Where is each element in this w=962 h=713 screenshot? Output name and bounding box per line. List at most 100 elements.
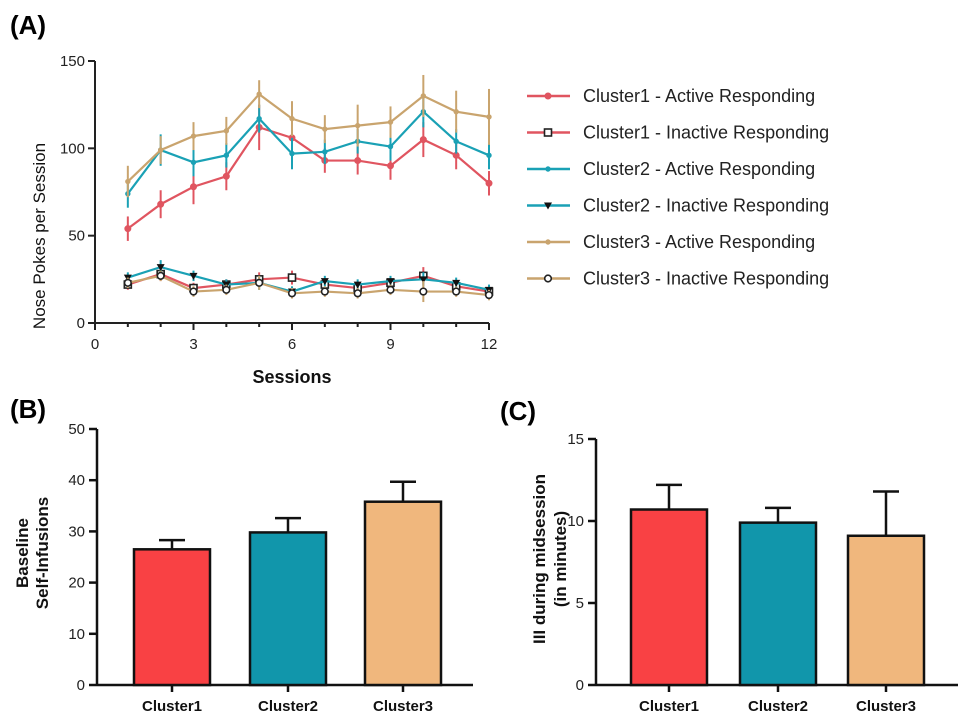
bar (363, 500, 443, 687)
legend-marker (543, 274, 553, 283)
category-label: Cluster1 (639, 698, 699, 713)
legend-marker (544, 202, 552, 210)
data-point (353, 281, 362, 289)
panel-b-y-tick-label: 50 (68, 421, 85, 438)
data-point (353, 289, 362, 298)
panel-a-y-tick-label: 50 (68, 228, 85, 245)
data-point (485, 179, 493, 187)
data-point (386, 278, 395, 286)
panel-c-y-tick-label: 0 (576, 677, 584, 694)
series-line (127, 126, 490, 230)
panel-a-axes: 0 50 100 150 0 3 6 9 12 (60, 53, 497, 353)
panel-a-line-chart: 0 50 100 150 0 3 6 9 12 Nose Pokes per Session S… (30, 53, 829, 387)
category-label: Cluster3 (373, 698, 433, 713)
bar (738, 521, 818, 687)
panel-b-y-axis-title-line2: Self-Infusions (33, 497, 52, 609)
data-point (387, 143, 394, 150)
panel-a-x-tick-label: 6 (288, 336, 296, 353)
panel-c-y-axis-title-line2: (in minutes) (551, 511, 570, 607)
data-point (322, 126, 328, 132)
data-point (255, 278, 264, 287)
data-point (223, 152, 230, 159)
data-point (125, 178, 131, 185)
panel-a-x-tick-label: 9 (386, 336, 394, 353)
bar (629, 508, 709, 687)
legend-label: Cluster3 - Active Responding (583, 232, 815, 252)
panel-a-series (123, 74, 494, 303)
legend-label: Cluster2 - Active Responding (583, 159, 815, 179)
legend-item-3: Cluster2 - Active Responding (527, 159, 815, 179)
data-point (223, 128, 230, 134)
category-label: Cluster1 (142, 698, 202, 713)
data-point (190, 159, 197, 166)
series-line (127, 274, 490, 297)
data-point (287, 289, 297, 298)
category-label: Cluster3 (856, 698, 916, 713)
panel-a-series-3 (125, 95, 492, 208)
panel-a-y-tick-label: 0 (77, 315, 85, 332)
data-point (222, 172, 230, 180)
panel-label-b: (B) (10, 394, 46, 424)
panel-b-y-tick-label: 40 (68, 472, 85, 489)
panel-b-bar-group-1: Cluster1 (132, 538, 212, 713)
legend-label: Cluster3 - Inactive Responding (583, 269, 829, 289)
data-point (124, 225, 132, 233)
series-line (127, 272, 490, 293)
legend-marker (545, 166, 551, 172)
data-point (289, 150, 295, 157)
category-label: Cluster2 (258, 698, 318, 713)
legend-label: Cluster1 - Active Responding (583, 86, 815, 106)
legend-item-1: Cluster1 - Active Responding (527, 86, 815, 106)
panel-b-bar-group-2: Cluster2 (248, 516, 328, 713)
series-line (127, 92, 490, 183)
panel-c-y-tick-label: 15 (567, 431, 584, 448)
data-point (157, 200, 165, 208)
legend-item-5: Cluster3 - Active Responding (527, 232, 815, 252)
data-point (123, 278, 132, 287)
bar (846, 534, 926, 687)
panel-a-series-5 (125, 74, 492, 198)
data-point (289, 115, 295, 122)
data-point (452, 287, 461, 296)
data-point (419, 287, 428, 296)
panel-a-series-6 (123, 270, 494, 303)
data-point (189, 287, 198, 296)
panel-b-bars: Cluster1 Cluster2 Cluster3 (132, 480, 443, 713)
panel-b-bar-group-3: Cluster3 (363, 480, 443, 713)
data-point (486, 152, 492, 159)
panel-c-y-tick-label: 5 (576, 595, 584, 612)
panel-b-y-tick-label: 0 (77, 677, 85, 694)
data-point (156, 264, 165, 272)
legend-label: Cluster1 - Inactive Responding (583, 123, 829, 143)
legend-item-6: Cluster3 - Inactive Responding (527, 269, 829, 289)
data-point (320, 278, 329, 286)
legend-marker (545, 239, 551, 245)
panel-label-c: (C) (500, 396, 536, 426)
data-point (222, 285, 231, 294)
panel-a-x-tick-label: 0 (91, 336, 99, 353)
data-point (419, 276, 428, 284)
data-point (256, 115, 262, 122)
panel-c-bars: Cluster1 Cluster2 Cluster3 (629, 483, 926, 713)
panel-a-y-tick-label: 100 (60, 140, 85, 157)
bar (132, 548, 212, 687)
panel-a-y-axis-title: Nose Pokes per Session (30, 143, 49, 329)
data-point (486, 114, 492, 120)
data-point (453, 108, 459, 115)
panel-a-x-tick-label: 12 (481, 336, 498, 353)
data-point (320, 287, 329, 296)
data-point (189, 272, 198, 280)
data-point (322, 149, 328, 155)
data-point (354, 122, 361, 129)
bar (248, 531, 328, 687)
data-point (420, 93, 427, 99)
panel-a-x-tick-label: 3 (189, 336, 197, 353)
data-point (387, 119, 394, 125)
panel-a-legend: Cluster1 - Active Responding Cluster1 - I… (527, 86, 829, 289)
legend-marker (543, 128, 553, 137)
panel-c-bar-chart: 0 5 10 15 Cluster1 Cluster2 Cluster3 III duri… (530, 431, 958, 713)
panel-c-y-axis-title-line1: III during midsession (530, 474, 549, 644)
legend-item-2: Cluster1 - Inactive Responding (527, 123, 829, 143)
panel-b-y-axis-title-line1: Baseline (13, 518, 32, 588)
